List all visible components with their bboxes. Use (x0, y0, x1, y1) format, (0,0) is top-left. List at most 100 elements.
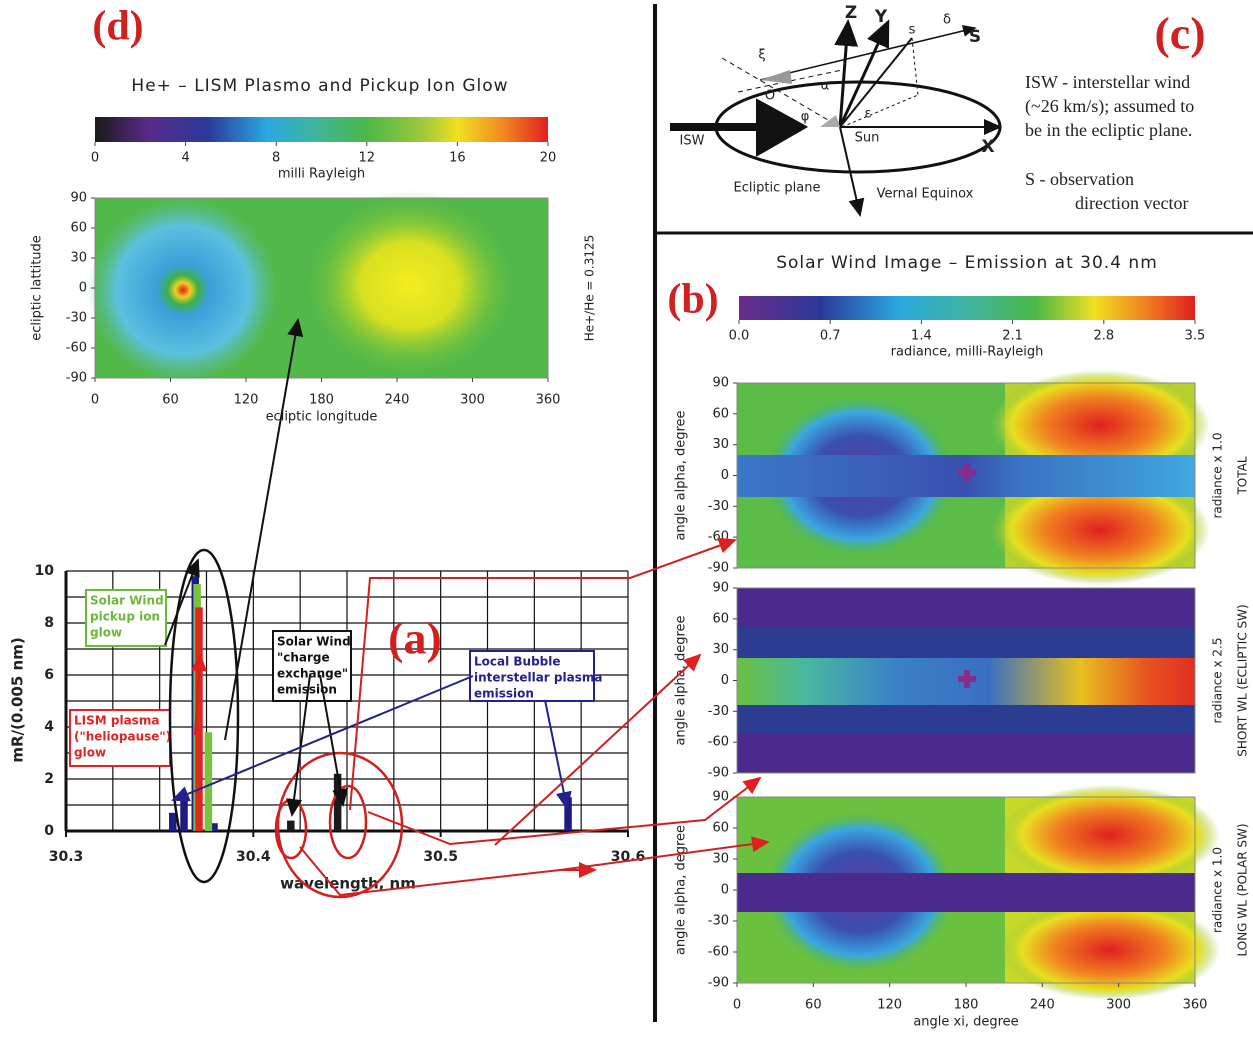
annotation-box (272, 630, 352, 702)
y-tick-label: 6 (44, 667, 54, 683)
diagram-label: δ (943, 13, 951, 28)
bar (564, 797, 572, 831)
side-label: TOTAL (1236, 456, 1250, 495)
x-tick-label: 360 (1183, 998, 1208, 1013)
y-tick-label: 90 (70, 191, 87, 206)
arrow (349, 537, 737, 811)
x-tick-label: 30.5 (423, 849, 458, 865)
field (990, 370, 1210, 480)
arrow (224, 318, 304, 741)
colorbar (95, 117, 548, 142)
panel-label: (a) (388, 613, 442, 664)
y-tick-label: 30 (70, 251, 87, 266)
y-axis-label: angle alpha, degree (674, 615, 689, 745)
colorbar-tick-label: 0.7 (820, 329, 841, 344)
diagram: Z Y X Ss ISW Sun O Ecliptic plane Vernal Equinox… (670, 3, 1206, 217)
arrow (299, 846, 597, 897)
annotation-text: glow (74, 746, 106, 760)
bar (169, 812, 177, 831)
field (737, 588, 1195, 628)
annotation-box (69, 709, 171, 767)
x-tick-label: 30.4 (236, 849, 271, 865)
field (1000, 900, 1220, 1000)
note: direction vector (1075, 193, 1188, 213)
annotation-text: ("heliopause") (74, 730, 171, 744)
diagram-label: ξ (758, 48, 765, 63)
panel-title: Solar Wind Image – Emission at 30.4 nm (776, 253, 1158, 273)
diagram-label: Y (874, 7, 888, 27)
x-tick-label: 0 (91, 393, 99, 408)
x-tick-label: 180 (309, 393, 334, 408)
field (990, 475, 1210, 585)
heatmap-panel: -90 -60 -30 0 30 60 90 angle alpha, degree radia… (674, 581, 1250, 781)
field (737, 873, 1195, 912)
y-tick-label: 60 (712, 406, 729, 421)
y-tick-label: -60 (708, 735, 729, 750)
panel-label: (d) (92, 4, 143, 50)
annotation-text: Local Bubble (474, 655, 561, 669)
arrow (164, 558, 200, 646)
callout (168, 548, 240, 884)
y-tick-label: 0 (79, 281, 87, 296)
y-tick-label: 0 (721, 883, 729, 898)
x-axis-label: wavelength, nm (280, 875, 416, 893)
bar (204, 732, 213, 831)
x-axis-label: ecliptic longitude (266, 410, 378, 425)
panel-label: (c) (1154, 8, 1205, 59)
arrow (286, 674, 311, 817)
x-tick-label: 180 (954, 998, 979, 1013)
diagram-label: Ecliptic plane (734, 181, 821, 196)
side-label: radiance x 1.0 (1211, 433, 1225, 519)
x-tick-label: 60 (162, 393, 179, 408)
side-label: radiance x 2.5 (1211, 638, 1225, 724)
arrow (494, 653, 702, 846)
diagram-label: Z (845, 3, 857, 23)
y-tick-label: -60 (708, 945, 729, 960)
y-tick-label: -90 (708, 561, 729, 576)
colorbar-tick-label: 20 (540, 151, 557, 166)
field (737, 733, 1195, 773)
callout (328, 784, 368, 860)
note: ISW - interstellar wind (1025, 72, 1190, 92)
field (88, 198, 278, 382)
annotation-box (469, 650, 595, 702)
x-tick-label: 240 (385, 393, 410, 408)
y-axis-label: mR/(0.005 nm) (9, 637, 27, 762)
y-tick-label: 2 (44, 771, 54, 787)
diagram-label: α (821, 79, 830, 94)
field (1000, 785, 1220, 885)
bar (333, 773, 342, 831)
bar (195, 607, 203, 831)
arrow (367, 776, 762, 846)
arrow (319, 674, 349, 807)
note: be in the ecliptic plane. (1025, 120, 1192, 140)
y-tick-label: 90 (712, 581, 729, 596)
colorbar-tick-label: 8 (272, 151, 280, 166)
diagram-label: Vernal Equinox (877, 187, 974, 202)
colorbar-tick-label: 4 (181, 151, 189, 166)
note: S - observation (1025, 169, 1134, 189)
diagram-label: φ (801, 110, 810, 125)
y-tick-label: -90 (66, 371, 87, 386)
field (958, 464, 976, 482)
x-tick-label: 240 (1030, 998, 1055, 1013)
bar (287, 820, 295, 831)
annotation-text: exchange" (277, 667, 348, 681)
x-tick-label: 30.3 (49, 849, 84, 865)
y-tick-label: 60 (712, 821, 729, 836)
diagram-label: ε (864, 107, 871, 122)
x-tick-label: 120 (234, 393, 259, 408)
y-tick-label: 60 (70, 221, 87, 236)
decor (653, 4, 1253, 1022)
diagram-label: Sun (855, 131, 880, 146)
y-axis-label: ecliptic lattitude (30, 235, 45, 341)
side-label: radiance x 1.0 (1211, 847, 1225, 933)
field (958, 670, 976, 688)
side-label: LONG WL (POLAR SW) (1236, 823, 1250, 956)
colorbar-tick-label: 12 (359, 151, 376, 166)
annotation-text: Solar Wind (277, 635, 351, 649)
y-tick-label: -90 (708, 766, 729, 781)
